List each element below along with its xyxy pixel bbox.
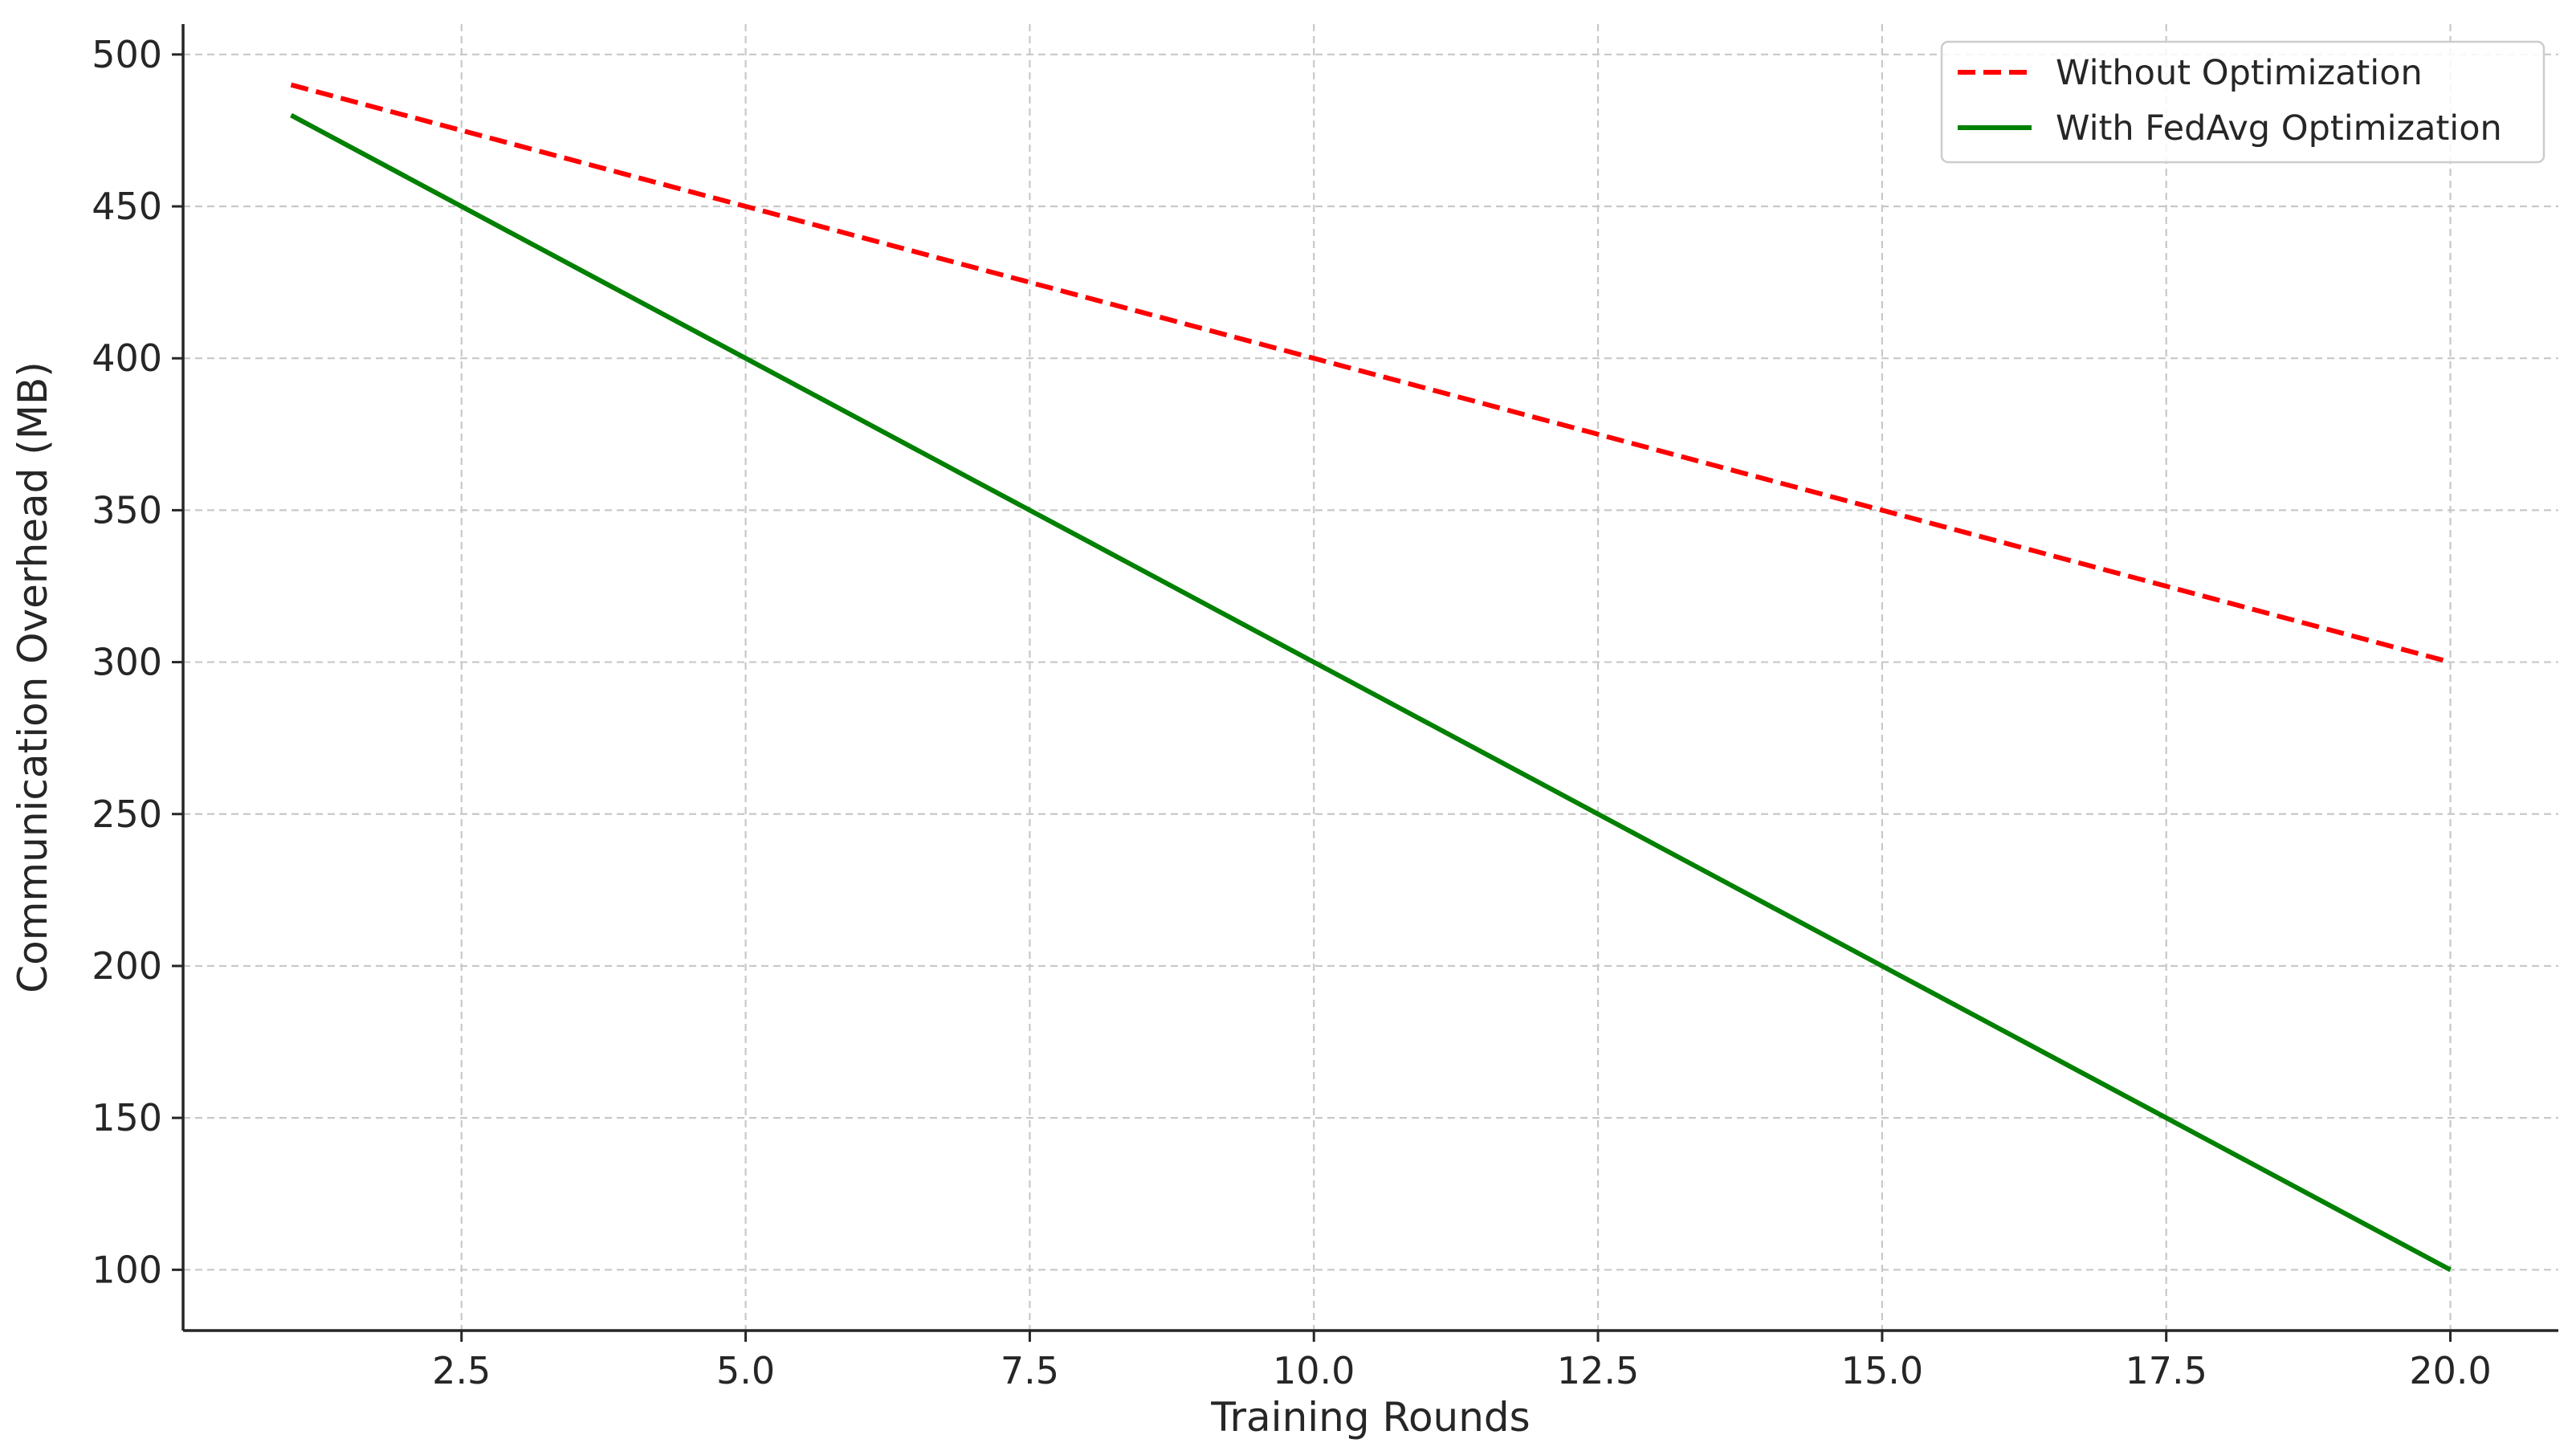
x-tick-label: 7.5 xyxy=(1001,1349,1059,1392)
series-line-1 xyxy=(290,112,2452,1272)
y-tick-layer: 100 150 200 250 300 350 400 450 500 xyxy=(92,33,183,1291)
series-layer xyxy=(290,82,2452,1272)
x-tick-label: 2.5 xyxy=(432,1349,491,1392)
y-axis-label: Communication Overhead (MB) xyxy=(10,361,56,993)
y-tick-label: 350 xyxy=(92,488,162,532)
x-tick-label: 20.0 xyxy=(2409,1349,2491,1392)
legend-label-with-fedavg-optimization: With FedAvg Optimization xyxy=(2056,108,2502,149)
x-tick-label: 15.0 xyxy=(1841,1349,1923,1392)
y-tick-label: 500 xyxy=(92,33,162,76)
y-tick-label: 200 xyxy=(92,944,162,988)
y-tick-label: 150 xyxy=(92,1096,162,1139)
legend-label-without-optimization: Without Optimization xyxy=(2056,53,2423,93)
y-tick-label: 250 xyxy=(92,793,162,836)
x-tick-layer: 2.5 5.0 7.5 10.0 12.5 15.0 17.5 20.0 xyxy=(432,1331,2492,1392)
x-tick-label: 17.5 xyxy=(2126,1349,2207,1392)
y-tick-label: 450 xyxy=(92,185,162,228)
x-tick-label: 10.0 xyxy=(1273,1349,1355,1392)
y-tick-label: 300 xyxy=(92,641,162,684)
series-line-0 xyxy=(290,82,2452,665)
y-tick-label: 400 xyxy=(92,336,162,380)
x-tick-label: 5.0 xyxy=(716,1349,775,1392)
y-tick-label: 100 xyxy=(92,1248,162,1291)
axes-layer xyxy=(181,24,2558,1332)
x-axis-label: Training Rounds xyxy=(1210,1394,1530,1441)
legend-box xyxy=(1940,40,2545,164)
x-tick-label: 12.5 xyxy=(1557,1349,1639,1392)
legend: Without Optimization With FedAvg Optimiz… xyxy=(1940,40,2545,164)
